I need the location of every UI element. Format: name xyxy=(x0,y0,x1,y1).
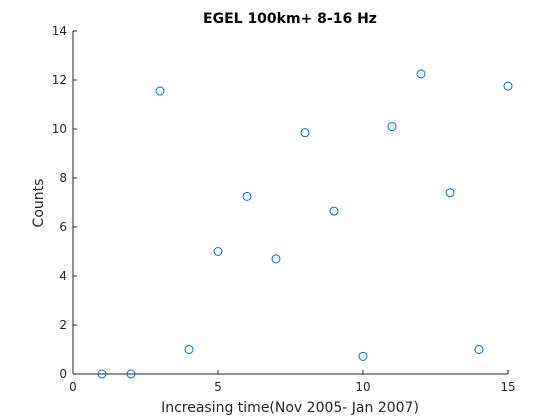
x-tick-label: 5 xyxy=(214,380,222,394)
data-point xyxy=(475,346,483,354)
data-point xyxy=(417,70,425,78)
data-points xyxy=(98,70,512,378)
data-point xyxy=(446,189,454,197)
data-point xyxy=(156,87,164,95)
data-point xyxy=(330,207,338,215)
data-point xyxy=(504,82,512,90)
y-tick-label: 12 xyxy=(52,73,67,87)
data-point xyxy=(359,352,367,360)
y-tick-label: 8 xyxy=(59,171,67,185)
y-tick-label: 2 xyxy=(59,318,67,332)
x-tick-label: 0 xyxy=(69,380,77,394)
y-tick-label: 10 xyxy=(52,122,67,136)
data-point xyxy=(272,255,280,263)
y-tick-label: 6 xyxy=(59,220,67,234)
x-axis-label: Increasing time(Nov 2005- Jan 2007) xyxy=(161,400,419,416)
data-point xyxy=(185,346,193,354)
data-point xyxy=(214,248,222,256)
data-point xyxy=(301,129,309,137)
y-tick-label: 4 xyxy=(59,269,67,283)
y-axis-label: Counts xyxy=(31,179,47,228)
data-point xyxy=(388,123,396,131)
chart-title: EGEL 100km+ 8-16 Hz xyxy=(203,11,377,27)
y-tick-label: 0 xyxy=(59,367,67,381)
plot-area xyxy=(73,31,508,374)
x-tick-label: 15 xyxy=(500,380,515,394)
x-tick-label: 10 xyxy=(355,380,370,394)
data-point xyxy=(243,192,251,200)
y-tick-label: 14 xyxy=(52,24,67,38)
